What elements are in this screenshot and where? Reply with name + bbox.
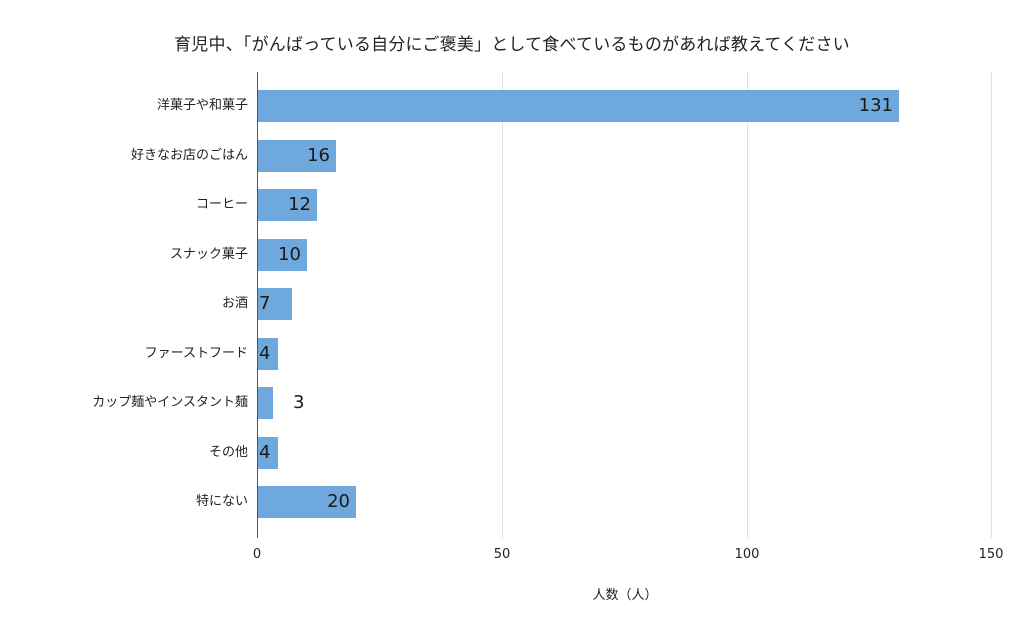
bar-value-label: 12 (288, 194, 311, 215)
bar (258, 140, 336, 172)
x-tick-150: 150 (978, 547, 1004, 562)
x-axis-label: 人数（人） (592, 588, 658, 603)
category-label: その他 (208, 445, 248, 460)
bar (258, 437, 278, 469)
bar-value-label: 3 (293, 392, 305, 413)
bar-value-label: 20 (327, 491, 350, 512)
category-label: 洋菓子や和菓子 (156, 98, 248, 113)
category-label: お酒 (221, 296, 248, 311)
category-label: コーヒー (195, 197, 248, 212)
category-label: カップ麺やインスタント麺 (92, 395, 248, 410)
category-label: ファーストフード (144, 346, 248, 361)
bar-value-label: 10 (278, 244, 301, 265)
category-label: 好きなお店のごはん (130, 148, 248, 163)
bar (258, 387, 273, 419)
bar-value-label: 4 (259, 343, 271, 364)
bar (258, 189, 317, 221)
bar (258, 338, 278, 370)
bar-value-label: 131 (858, 95, 893, 116)
bar (258, 239, 307, 271)
y-axis-line (257, 72, 258, 538)
x-tick-100: 100 (734, 547, 760, 562)
bar (258, 486, 356, 518)
category-label: スナック菓子 (169, 247, 248, 262)
bar (258, 288, 292, 320)
x-tick-50: 50 (493, 547, 511, 562)
bar (258, 90, 899, 122)
bar-value-label: 7 (259, 293, 271, 314)
gridline-50 (502, 72, 503, 538)
category-label: 特にない (195, 494, 248, 509)
chart-title: 育児中、「がんばっている自分にご褒美」として食べているものがあれば教えてください (174, 35, 850, 55)
bar-value-label: 16 (307, 145, 330, 166)
gridline-100 (747, 72, 748, 538)
bar-value-label: 4 (259, 442, 271, 463)
x-tick-0: 0 (252, 547, 262, 562)
gridline-150 (991, 72, 992, 538)
